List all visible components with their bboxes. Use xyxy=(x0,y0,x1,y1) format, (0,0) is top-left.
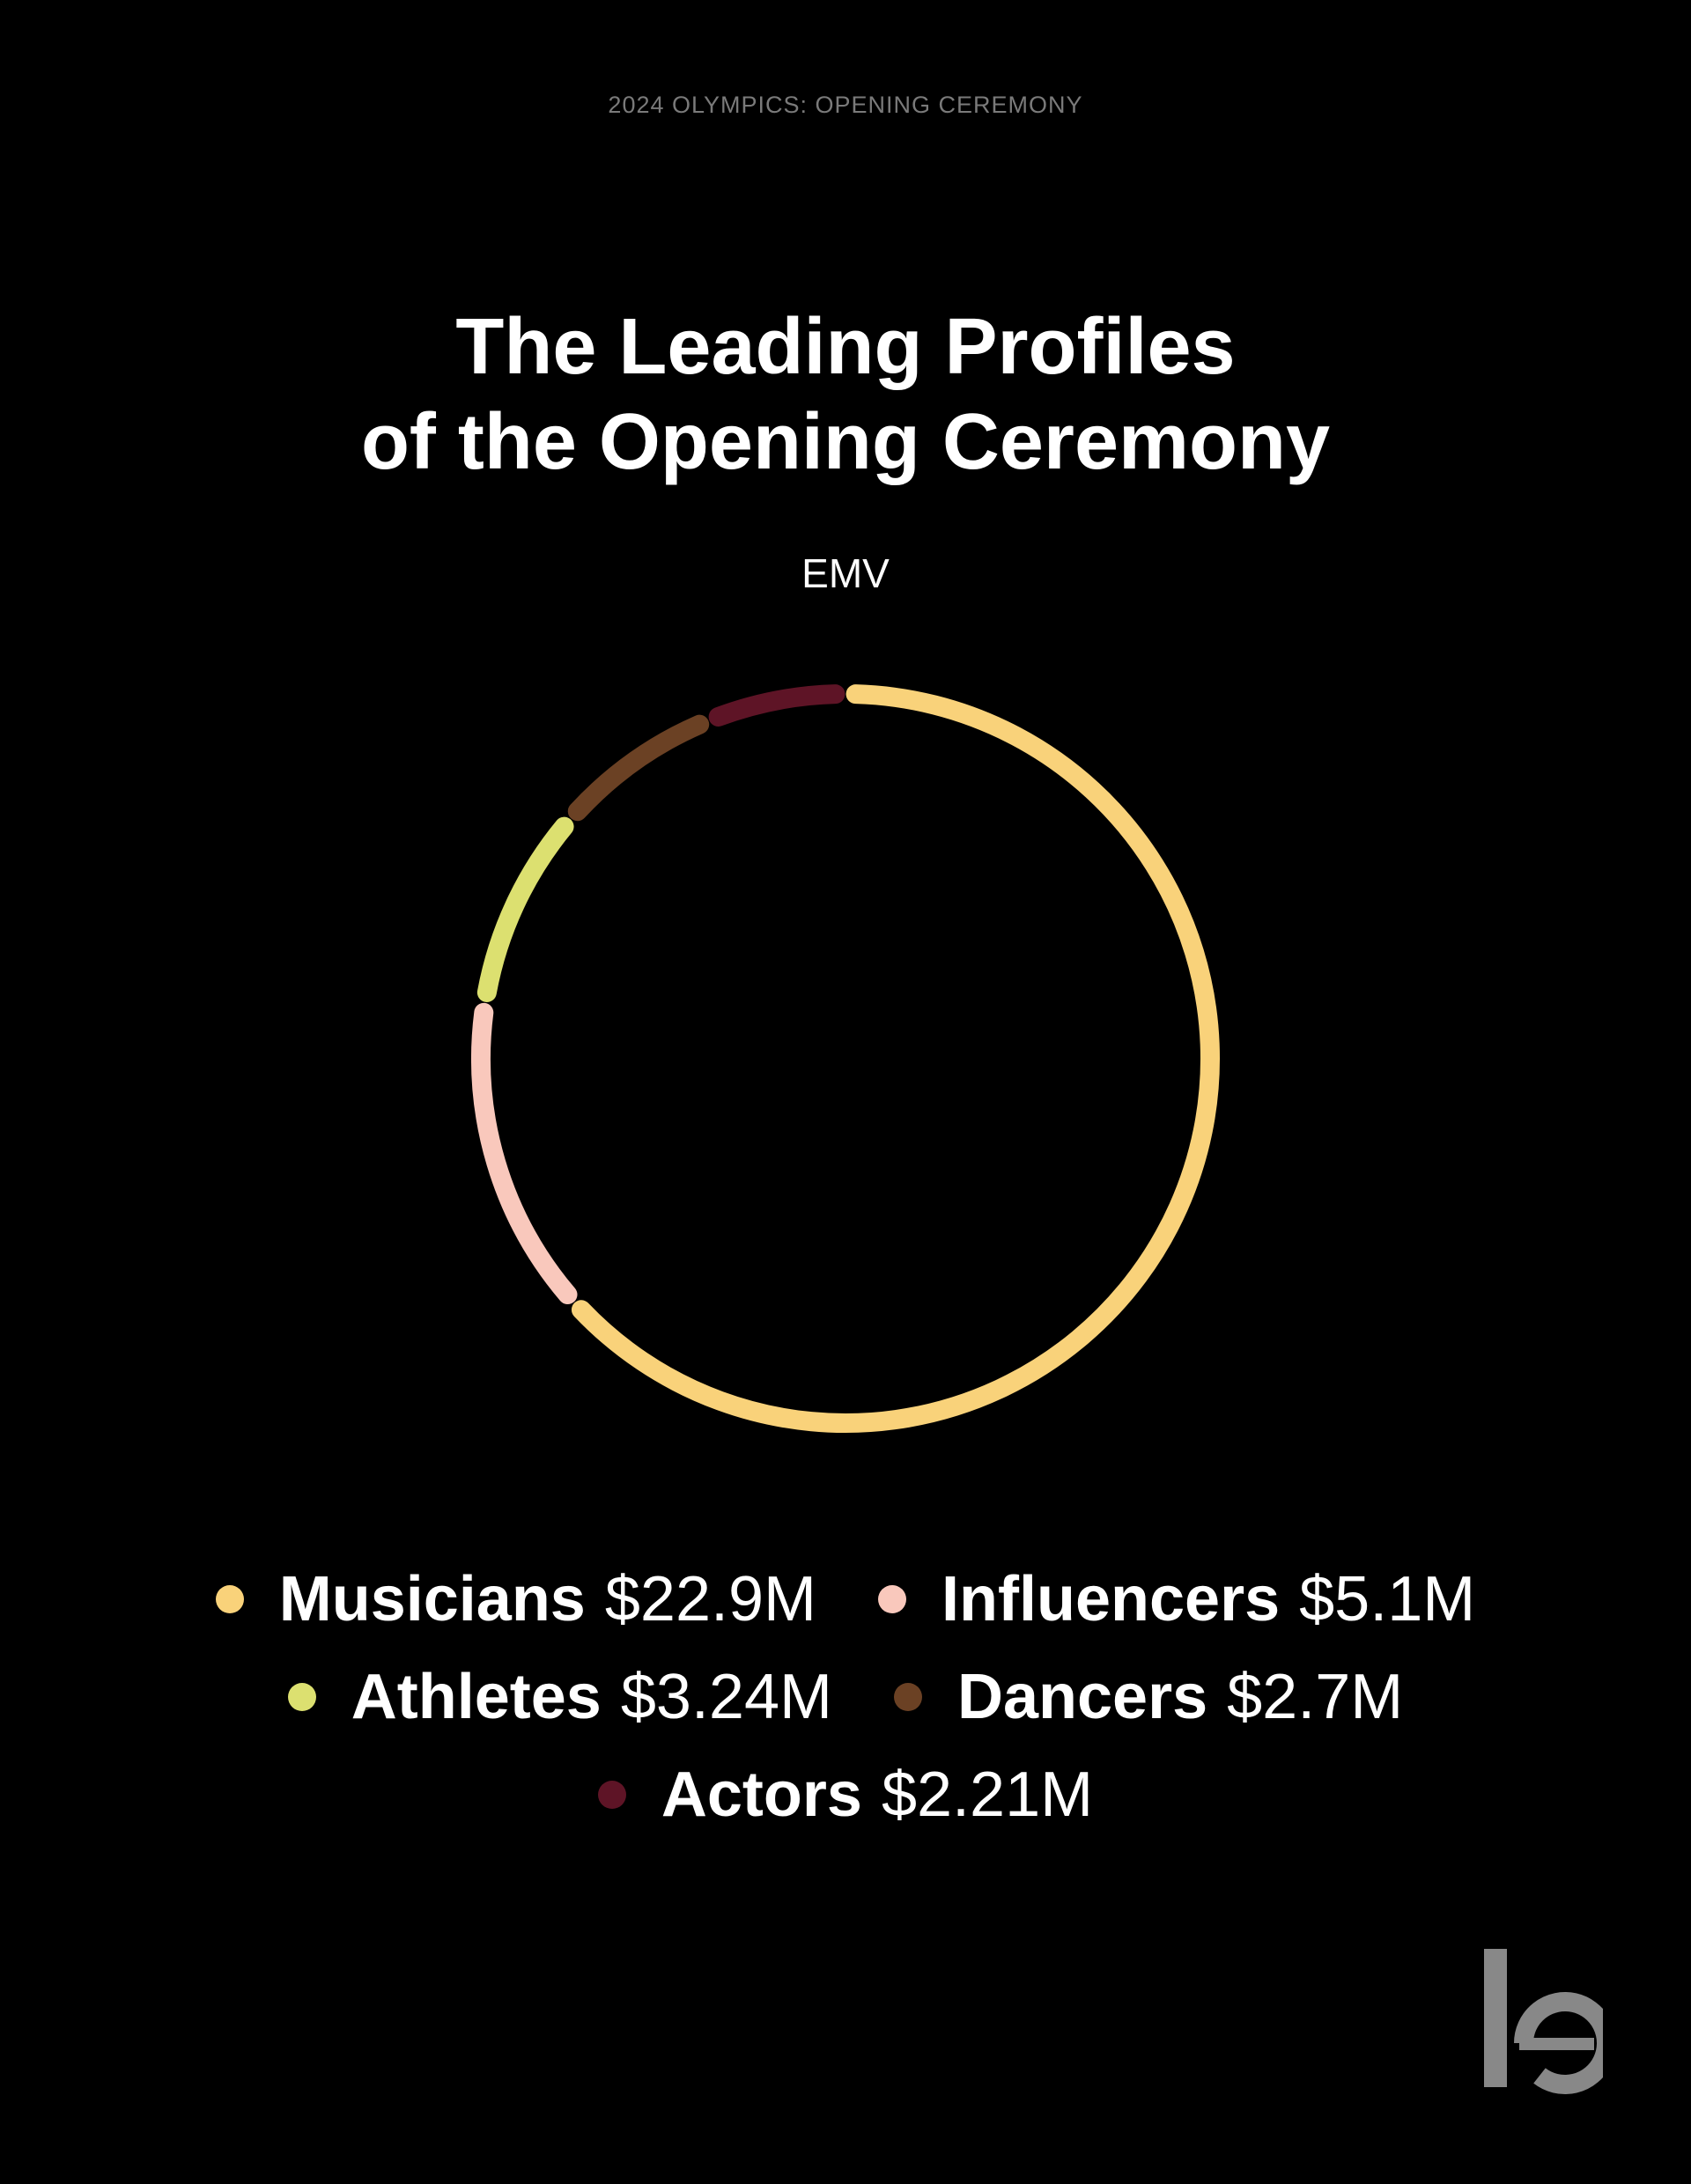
legend-value: $22.9M xyxy=(604,1563,817,1634)
legend-row: Musicians $22.9M Influencers $5.1M xyxy=(0,1550,1691,1648)
legend-row: Athletes $3.24M Dancers $2.7M xyxy=(0,1648,1691,1745)
legend-item-actors: Actors $2.21M xyxy=(597,1759,1094,1831)
legend-name: Influencers xyxy=(941,1563,1281,1634)
donut-slice-musicians xyxy=(571,684,1220,1433)
title-line-1: The Leading Profiles xyxy=(455,303,1236,391)
legend-item-athletes: Athletes $3.24M xyxy=(287,1661,832,1733)
legend-value: $2.21M xyxy=(881,1759,1094,1830)
kicker: 2024 OLYMPICS: OPENING CEREMONY xyxy=(608,92,1083,118)
legend-name: Musicians xyxy=(278,1563,586,1634)
metric-label: EMV xyxy=(801,550,890,596)
legend-item-influencers: Influencers $5.1M xyxy=(878,1563,1475,1635)
legend-dot xyxy=(597,1780,626,1809)
legend-dot xyxy=(287,1682,316,1711)
legend-name: Actors xyxy=(661,1759,862,1830)
legend-name: Athletes xyxy=(351,1661,602,1732)
legend-value: $3.24M xyxy=(620,1661,832,1732)
legend-dot xyxy=(893,1682,922,1711)
donut-slice-athletes xyxy=(476,816,574,1002)
legend-value: $5.1M xyxy=(1299,1563,1476,1634)
legend-value: $2.7M xyxy=(1227,1661,1404,1732)
legend-item-dancers: Dancers $2.7M xyxy=(893,1661,1404,1733)
chart-title: The Leading Profiles of the Opening Cere… xyxy=(0,299,1691,490)
donut-chart xyxy=(471,684,1220,1433)
donut-slice-dancers xyxy=(567,714,710,822)
donut-slice-actors xyxy=(708,684,846,727)
legend-dot xyxy=(878,1584,907,1613)
legend-row: Actors $2.21M xyxy=(0,1745,1691,1843)
legend-name: Dancers xyxy=(956,1661,1208,1732)
title-line-2: of the Opening Ceremony xyxy=(360,398,1331,486)
brand-logo xyxy=(1484,1949,1603,2094)
legend: Musicians $22.9M Influencers $5.1M Athlete… xyxy=(0,1550,1691,1843)
legend-dot xyxy=(215,1584,244,1613)
donut-slice-influencers xyxy=(471,1002,578,1305)
legend-item-musicians: Musicians $22.9M xyxy=(215,1563,817,1635)
